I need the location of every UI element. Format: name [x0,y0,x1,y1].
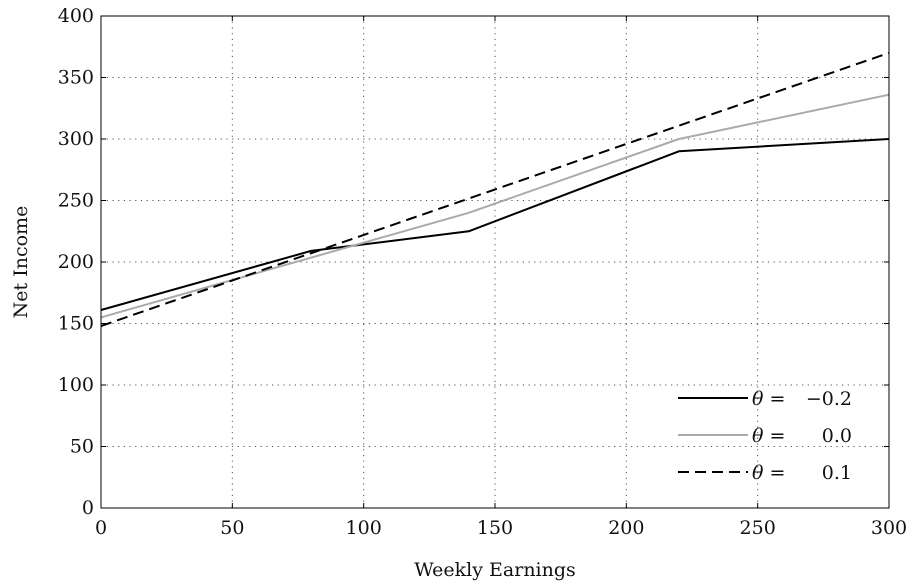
y-tick-labels: 0 50 100 150 200 250 300 350 400 [58,5,94,519]
series-line-1 [100,93,890,319]
legend-label-1: θ = [752,425,785,447]
series-line-2 [100,51,890,327]
y-tick-label: 50 [70,436,94,458]
y-tick-label: 350 [58,67,94,89]
x-tick-label: 0 [95,517,107,539]
x-tick-label: 50 [220,517,244,539]
x-tick-label: 100 [346,517,382,539]
axis-ticks [100,15,890,509]
x-tick-labels: 0 50 100 150 200 250 300 [95,517,907,539]
legend: θ = −0.2 θ = 0.0 θ = 0.1 [678,388,852,484]
legend-value-2: 0.1 [822,462,852,484]
x-tick-label: 150 [477,517,513,539]
y-tick-label: 200 [58,251,94,273]
series-lines [100,51,890,327]
legend-label-0: θ = [752,388,785,410]
y-tick-label: 150 [58,313,94,335]
y-tick-label: 100 [58,374,94,396]
grid [101,16,889,508]
y-tick-label: 250 [58,190,94,212]
legend-value-1: 0.0 [822,425,852,447]
x-tick-label: 250 [740,517,776,539]
y-tick-label: 300 [58,128,94,150]
x-tick-label: 300 [871,517,907,539]
y-axis-title: Net Income [10,206,32,319]
y-tick-label: 400 [58,5,94,27]
legend-value-0: −0.2 [806,388,852,410]
x-axis-title: Weekly Earnings [414,559,576,581]
y-tick-label: 0 [82,497,94,519]
x-tick-label: 200 [608,517,644,539]
series-line-0 [100,138,890,311]
legend-label-2: θ = [752,462,785,484]
